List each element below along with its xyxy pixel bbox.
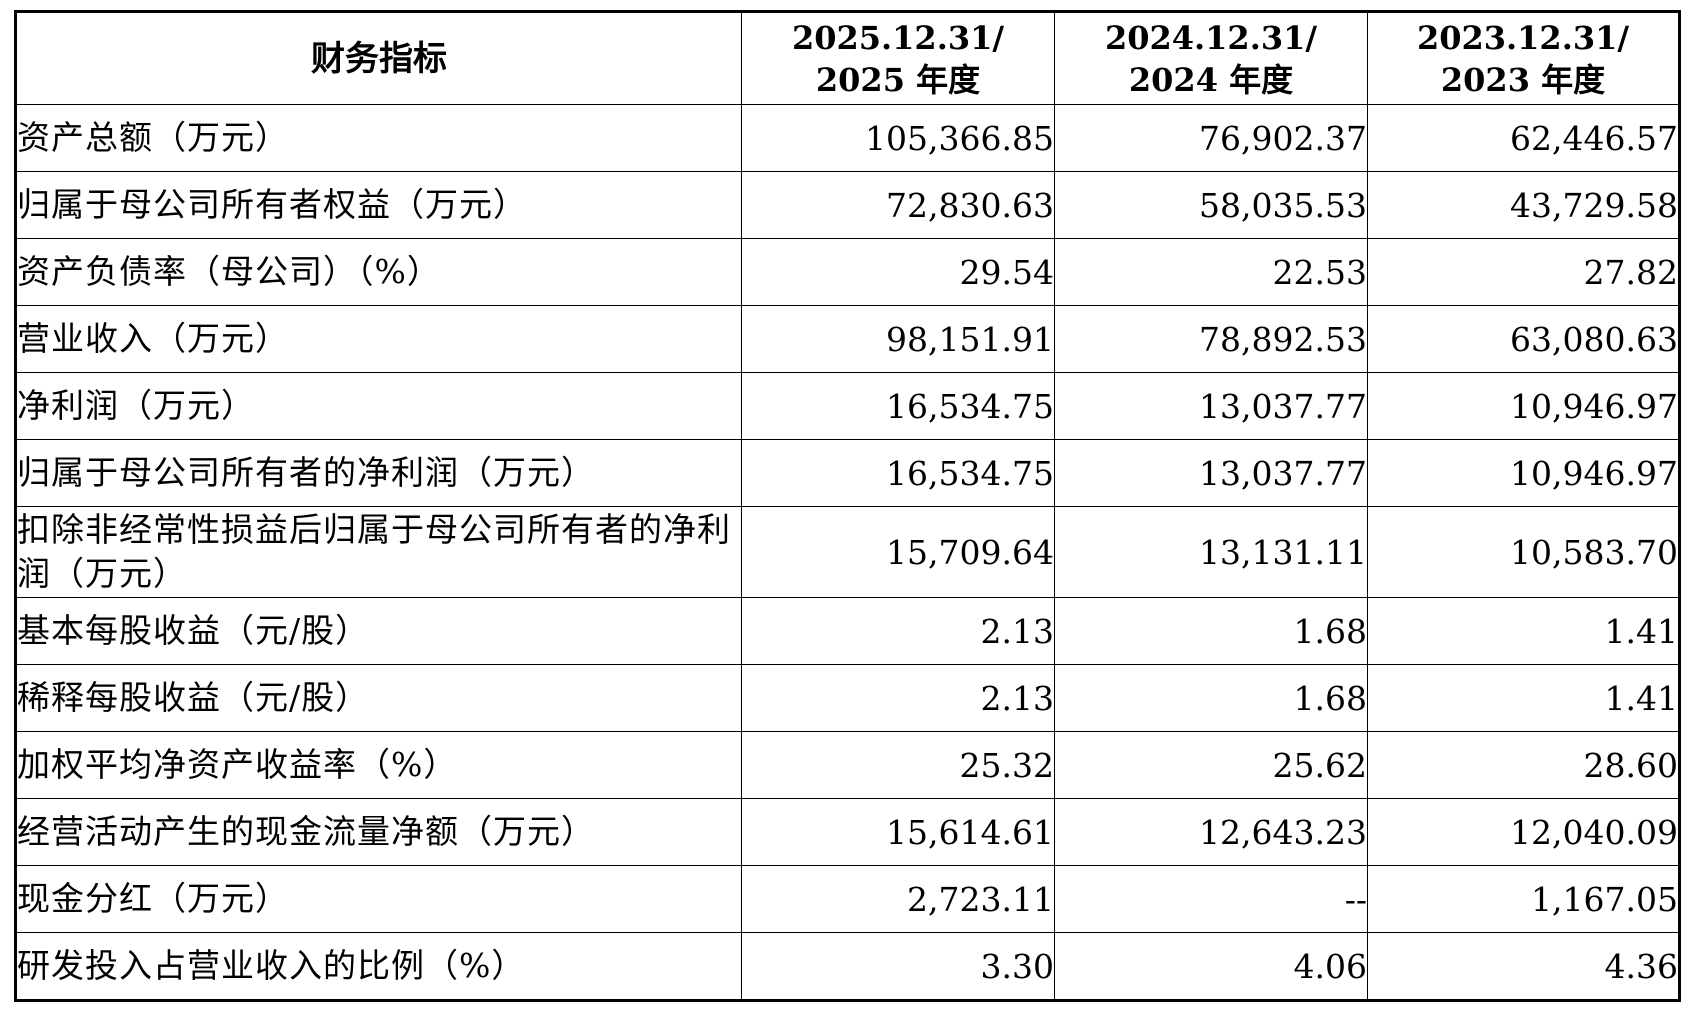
value-2023: 63,080.63 [1367,305,1680,373]
value-2024: 25.62 [1054,731,1368,799]
value-2025: 16,534.75 [741,439,1055,507]
table-row: 归属于母公司所有者权益（万元） 72,830.63 58,035.53 43,7… [15,171,1680,239]
table-header-row: 财务指标 2025.12.31/ 2025 年度 2024.12.31/ 202… [15,11,1680,105]
value-2023: 27.82 [1367,238,1680,306]
table-row: 加权平均净资产收益率（%） 25.32 25.62 28.60 [15,731,1680,799]
value-2025: 29.54 [741,238,1055,306]
header-2023-year: 2023 年度 [1440,60,1606,99]
value-2024: 76,902.37 [1054,104,1368,172]
value-2024: 78,892.53 [1054,305,1368,373]
row-label: 基本每股收益（元/股） [15,597,742,665]
header-indicator: 财务指标 [15,11,742,105]
header-2023-date: 2023.12.31/ [1416,18,1630,57]
row-label: 加权平均净资产收益率（%） [15,731,742,799]
table-row: 研发投入占营业收入的比例（%） 3.30 4.06 4.36 [15,932,1680,1001]
row-label: 归属于母公司所有者权益（万元） [15,171,742,239]
header-2025-date: 2025.12.31/ [791,18,1005,57]
header-2025-year: 2025 年度 [815,60,981,99]
value-2023: 43,729.58 [1367,171,1680,239]
table-row: 营业收入（万元） 98,151.91 78,892.53 63,080.63 [15,305,1680,373]
financial-indicators-table: 财务指标 2025.12.31/ 2025 年度 2024.12.31/ 202… [14,10,1681,1002]
value-2024: 4.06 [1054,932,1368,1001]
row-label: 经营活动产生的现金流量净额（万元） [15,798,742,866]
value-2023: 4.36 [1367,932,1680,1001]
value-2025: 98,151.91 [741,305,1055,373]
table-row: 基本每股收益（元/股） 2.13 1.68 1.41 [15,597,1680,665]
value-2025: 2.13 [741,597,1055,665]
header-2024: 2024.12.31/ 2024 年度 [1054,11,1368,105]
value-2025: 105,366.85 [741,104,1055,172]
value-2023: 62,446.57 [1367,104,1680,172]
header-2023: 2023.12.31/ 2023 年度 [1367,11,1680,105]
row-label: 归属于母公司所有者的净利润（万元） [15,439,742,507]
table-row: 扣除非经常性损益后归属于母公司所有者的净利润（万元） 15,709.64 13,… [15,506,1680,598]
value-2024: 13,037.77 [1054,439,1368,507]
value-2025: 15,709.64 [741,506,1055,598]
row-label: 扣除非经常性损益后归属于母公司所有者的净利润（万元） [15,506,742,598]
value-2023: 10,946.97 [1367,372,1680,440]
table-row: 净利润（万元） 16,534.75 13,037.77 10,946.97 [15,372,1680,440]
table-row: 稀释每股收益（元/股） 2.13 1.68 1.41 [15,664,1680,732]
value-2023: 10,946.97 [1367,439,1680,507]
value-2023: 1.41 [1367,664,1680,732]
row-label: 稀释每股收益（元/股） [15,664,742,732]
row-label: 现金分红（万元） [15,865,742,933]
value-2025: 2.13 [741,664,1055,732]
value-2025: 16,534.75 [741,372,1055,440]
value-2023: 1.41 [1367,597,1680,665]
value-2025: 2,723.11 [741,865,1055,933]
value-2024: 13,131.11 [1054,506,1368,598]
value-2024: 22.53 [1054,238,1368,306]
table-row: 经营活动产生的现金流量净额（万元） 15,614.61 12,643.23 12… [15,798,1680,866]
value-2024: -- [1054,865,1368,933]
value-2024: 58,035.53 [1054,171,1368,239]
value-2024: 1.68 [1054,664,1368,732]
header-2024-date: 2024.12.31/ [1104,18,1318,57]
row-label: 营业收入（万元） [15,305,742,373]
header-2024-year: 2024 年度 [1128,60,1294,99]
table-row: 归属于母公司所有者的净利润（万元） 16,534.75 13,037.77 10… [15,439,1680,507]
row-label: 资产总额（万元） [15,104,742,172]
value-2025: 72,830.63 [741,171,1055,239]
value-2023: 12,040.09 [1367,798,1680,866]
table-row: 现金分红（万元） 2,723.11 -- 1,167.05 [15,865,1680,933]
value-2025: 3.30 [741,932,1055,1001]
value-2023: 1,167.05 [1367,865,1680,933]
value-2024: 12,643.23 [1054,798,1368,866]
table-row: 资产总额（万元） 105,366.85 76,902.37 62,446.57 [15,104,1680,172]
row-label: 资产负债率（母公司）（%） [15,238,742,306]
value-2025: 25.32 [741,731,1055,799]
value-2023: 28.60 [1367,731,1680,799]
row-label: 净利润（万元） [15,372,742,440]
header-2025: 2025.12.31/ 2025 年度 [741,11,1055,105]
value-2025: 15,614.61 [741,798,1055,866]
table-row: 资产负债率（母公司）（%） 29.54 22.53 27.82 [15,238,1680,306]
value-2023: 10,583.70 [1367,506,1680,598]
row-label: 研发投入占营业收入的比例（%） [15,932,742,1001]
value-2024: 1.68 [1054,597,1368,665]
value-2024: 13,037.77 [1054,372,1368,440]
